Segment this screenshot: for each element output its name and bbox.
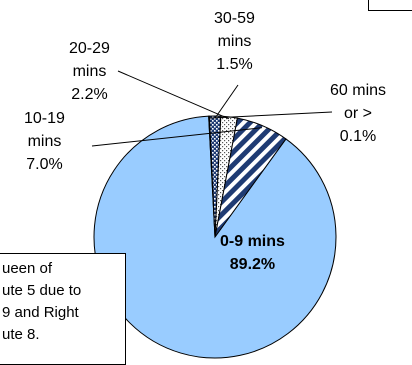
slice-label-30-59-mins: 30-59 mins 1.5%	[214, 10, 255, 73]
leader-line	[214, 84, 239, 119]
legend-box-fragment	[368, 0, 412, 11]
note-line: 9 and Right	[2, 304, 79, 321]
note-line: ute 5 due to	[2, 282, 82, 299]
slice-label-0-9-mins: 0-9 mins 89.2%	[220, 233, 285, 273]
note-line: ueen of	[2, 260, 53, 277]
note-line: ute 8.	[2, 326, 40, 343]
leader-line	[209, 111, 333, 119]
leader-line	[117, 70, 230, 120]
leader-line	[91, 127, 263, 147]
note-box: ueen of ute 5 due to 9 and Right ute 8.	[0, 253, 126, 365]
slice-label-20-29-mins: 20-29 mins 2.2%	[69, 40, 110, 103]
slice-label-60-mins: 60 mins or > 0.1%	[330, 82, 387, 145]
slice-label-10-19-mins: 10-19 mins 7.0%	[24, 110, 65, 173]
pie-slice	[214, 117, 287, 238]
